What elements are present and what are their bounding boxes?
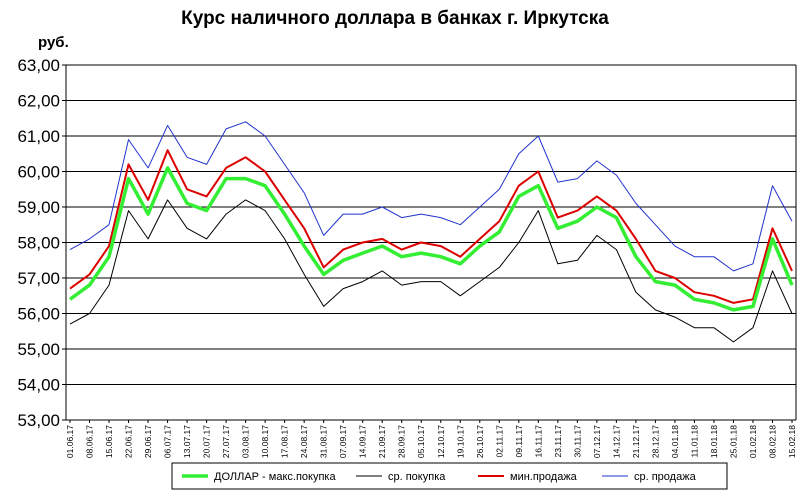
x-tick-label: 08.06.17 <box>85 425 95 458</box>
y-tick-label: 55,00 <box>17 340 60 359</box>
x-tick-label: 13.07.17 <box>182 425 192 458</box>
legend-box <box>171 462 728 490</box>
x-tick-label: 26.10.17 <box>475 425 485 458</box>
chart-title: Курс наличного доллара в банках г. Иркут… <box>181 8 609 29</box>
x-tick-label: 22.06.17 <box>124 425 134 458</box>
x-tick-label: 15.02.18 <box>787 425 797 458</box>
legend-label: мин.продажа <box>510 471 578 483</box>
x-tick-label: 15.06.17 <box>104 425 114 458</box>
y-tick-label: 59,00 <box>17 198 60 217</box>
x-tick-label: 19.10.17 <box>455 425 465 458</box>
legend: ДОЛЛАР - макс.покупка ср. покупка мин.прод… <box>171 462 728 490</box>
legend-label: ДОЛЛАР - макс.покупка <box>214 471 336 483</box>
x-tick-label: 23.11.17 <box>553 425 563 458</box>
y-tick-labels: 53,00 54,00 55,00 56,00 57,00 58,00 59,00 60,00… <box>17 56 60 430</box>
x-tick-label: 14.09.17 <box>358 425 368 458</box>
y-tick-label: 53,00 <box>17 411 60 430</box>
y-axis-unit: руб. <box>38 34 69 51</box>
x-tick-label: 29.06.17 <box>143 425 153 458</box>
x-tick-label: 27.07.17 <box>221 425 231 458</box>
x-tick-label: 20.07.17 <box>202 425 212 458</box>
x-tick-label: 18.01.18 <box>709 425 719 458</box>
legend-label: ср. покупка <box>388 471 446 483</box>
x-tick-label: 24.08.17 <box>299 425 309 458</box>
x-tick-labels: 01.06.17 08.06.17 15.06.17 22.06.17 29.06.17… <box>65 425 797 458</box>
x-tick-label: 05.10.17 <box>416 425 426 458</box>
y-tick-label: 60,00 <box>17 163 60 182</box>
x-tick-label: 21.09.17 <box>377 425 387 458</box>
y-tick-label: 56,00 <box>17 305 60 324</box>
x-tick-label: 01.06.17 <box>65 425 75 458</box>
x-tick-label: 08.02.18 <box>767 425 777 458</box>
y-tick-label: 58,00 <box>17 234 60 253</box>
series-line-2 <box>69 199 793 343</box>
x-tick-label: 07.09.17 <box>338 425 348 458</box>
y-tick-label: 57,00 <box>17 269 60 288</box>
x-tick-label: 14.12.17 <box>611 425 621 458</box>
y-tick-label: 61,00 <box>17 127 60 146</box>
x-tick-label: 04.01.18 <box>670 425 680 458</box>
y-tick-label: 62,00 <box>17 92 60 111</box>
legend-label: ср. продажа <box>634 471 697 483</box>
x-tick-label: 02.11.17 <box>494 425 504 458</box>
x-tick-label: 09.11.17 <box>514 425 524 458</box>
axes <box>62 64 797 423</box>
x-tick-label: 03.08.17 <box>241 425 251 458</box>
series-line-3 <box>69 149 793 304</box>
series-line-4 <box>69 121 793 272</box>
x-tick-label: 25.01.18 <box>728 425 738 458</box>
x-tick-label: 07.12.17 <box>592 425 602 458</box>
grid <box>66 64 796 421</box>
x-tick-label: 17.08.17 <box>280 425 290 458</box>
y-tick-label: 54,00 <box>17 376 60 395</box>
y-tick-label: 63,00 <box>17 56 60 75</box>
series-lines <box>68 121 794 343</box>
x-tick-label: 11.01.18 <box>689 425 699 458</box>
series-line-1 <box>68 166 794 312</box>
x-tick-label: 28.12.17 <box>650 425 660 458</box>
x-tick-label: 31.08.17 <box>319 425 329 458</box>
x-tick-label: 21.12.17 <box>631 425 641 458</box>
x-tick-label: 01.02.18 <box>748 425 758 458</box>
x-tick-label: 06.07.17 <box>163 425 173 458</box>
x-tick-label: 12.10.17 <box>436 425 446 458</box>
x-tick-label: 30.11.17 <box>572 425 582 458</box>
x-tick-label: 10.08.17 <box>260 425 270 458</box>
x-tick-label: 16.11.17 <box>533 425 543 458</box>
x-tick-label: 28.09.17 <box>397 425 407 458</box>
